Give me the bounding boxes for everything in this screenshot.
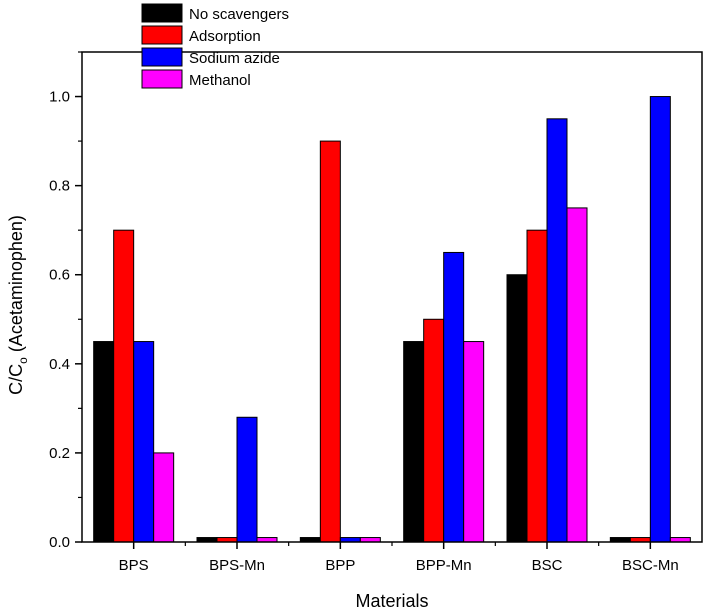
y-axis-title-main: C/C <box>6 364 26 395</box>
bar-sodium-azide-bps <box>133 341 155 543</box>
legend-label: No scavengers <box>189 6 289 23</box>
x-tick-label: BSC-Mn <box>622 557 679 574</box>
bar-adsorption-bsc <box>526 229 548 543</box>
x-axis-title: Materials <box>355 591 428 611</box>
bar-sodium-azide-bpp-mn <box>443 251 465 543</box>
x-tick-label: BPS-Mn <box>209 557 265 574</box>
legend-swatch <box>141 25 183 45</box>
plot-frame <box>81 51 703 543</box>
bar-methanol-bsc <box>566 207 588 543</box>
bar-no-scavengers-bsc <box>506 274 528 543</box>
y-axis: 0.0 0.2 0.4 0.6 0.8 1.0 <box>49 51 82 551</box>
legend-label: Adsorption <box>189 28 261 45</box>
x-tick-label: BPS <box>119 557 149 574</box>
bar-adsorption-bpp <box>319 140 341 543</box>
y-axis-title-suffix: (Acetaminophen) <box>6 215 26 357</box>
x-tick-label: BPP <box>325 557 355 574</box>
y-tick-label: 0.6 <box>49 267 70 284</box>
legend-label: Sodium azide <box>189 50 280 67</box>
y-tick-label: 0.0 <box>49 534 70 551</box>
bar-sodium-azide-bps-mn <box>236 416 258 543</box>
x-tick-label: BSC <box>532 557 563 574</box>
y-tick-label: 1.0 <box>49 89 70 106</box>
bar-adsorption-bps <box>113 229 135 543</box>
legend-swatch <box>141 69 183 89</box>
bars-layer <box>93 96 691 543</box>
legend-swatch <box>141 47 183 67</box>
legend-label: Methanol <box>189 72 251 89</box>
x-axis: BPS BPS-Mn BPP BPP-Mn BSC BSC-Mn <box>119 542 679 574</box>
y-axis-title: C/Co (Acetaminophen) <box>6 215 30 395</box>
bar-adsorption-bpp-mn <box>423 318 445 543</box>
y-tick-label: 0.8 <box>49 178 70 195</box>
bar-sodium-azide-bsc <box>546 118 568 543</box>
y-tick-label: 0.4 <box>49 356 70 373</box>
bar-no-scavengers-bpp-mn <box>403 341 425 543</box>
bar-no-scavengers-bps <box>93 341 115 543</box>
legend: No scavengers Adsorption Sodium azide Metha… <box>141 3 289 89</box>
bar-methanol-bps <box>153 452 175 543</box>
x-tick-label: BPP-Mn <box>416 557 472 574</box>
bar-sodium-azide-bsc-mn <box>649 96 671 543</box>
y-axis-title-subscript: o <box>16 357 30 364</box>
y-tick-label: 0.2 <box>49 445 70 462</box>
bar-methanol-bpp-mn <box>463 341 485 543</box>
legend-swatch <box>141 3 183 23</box>
